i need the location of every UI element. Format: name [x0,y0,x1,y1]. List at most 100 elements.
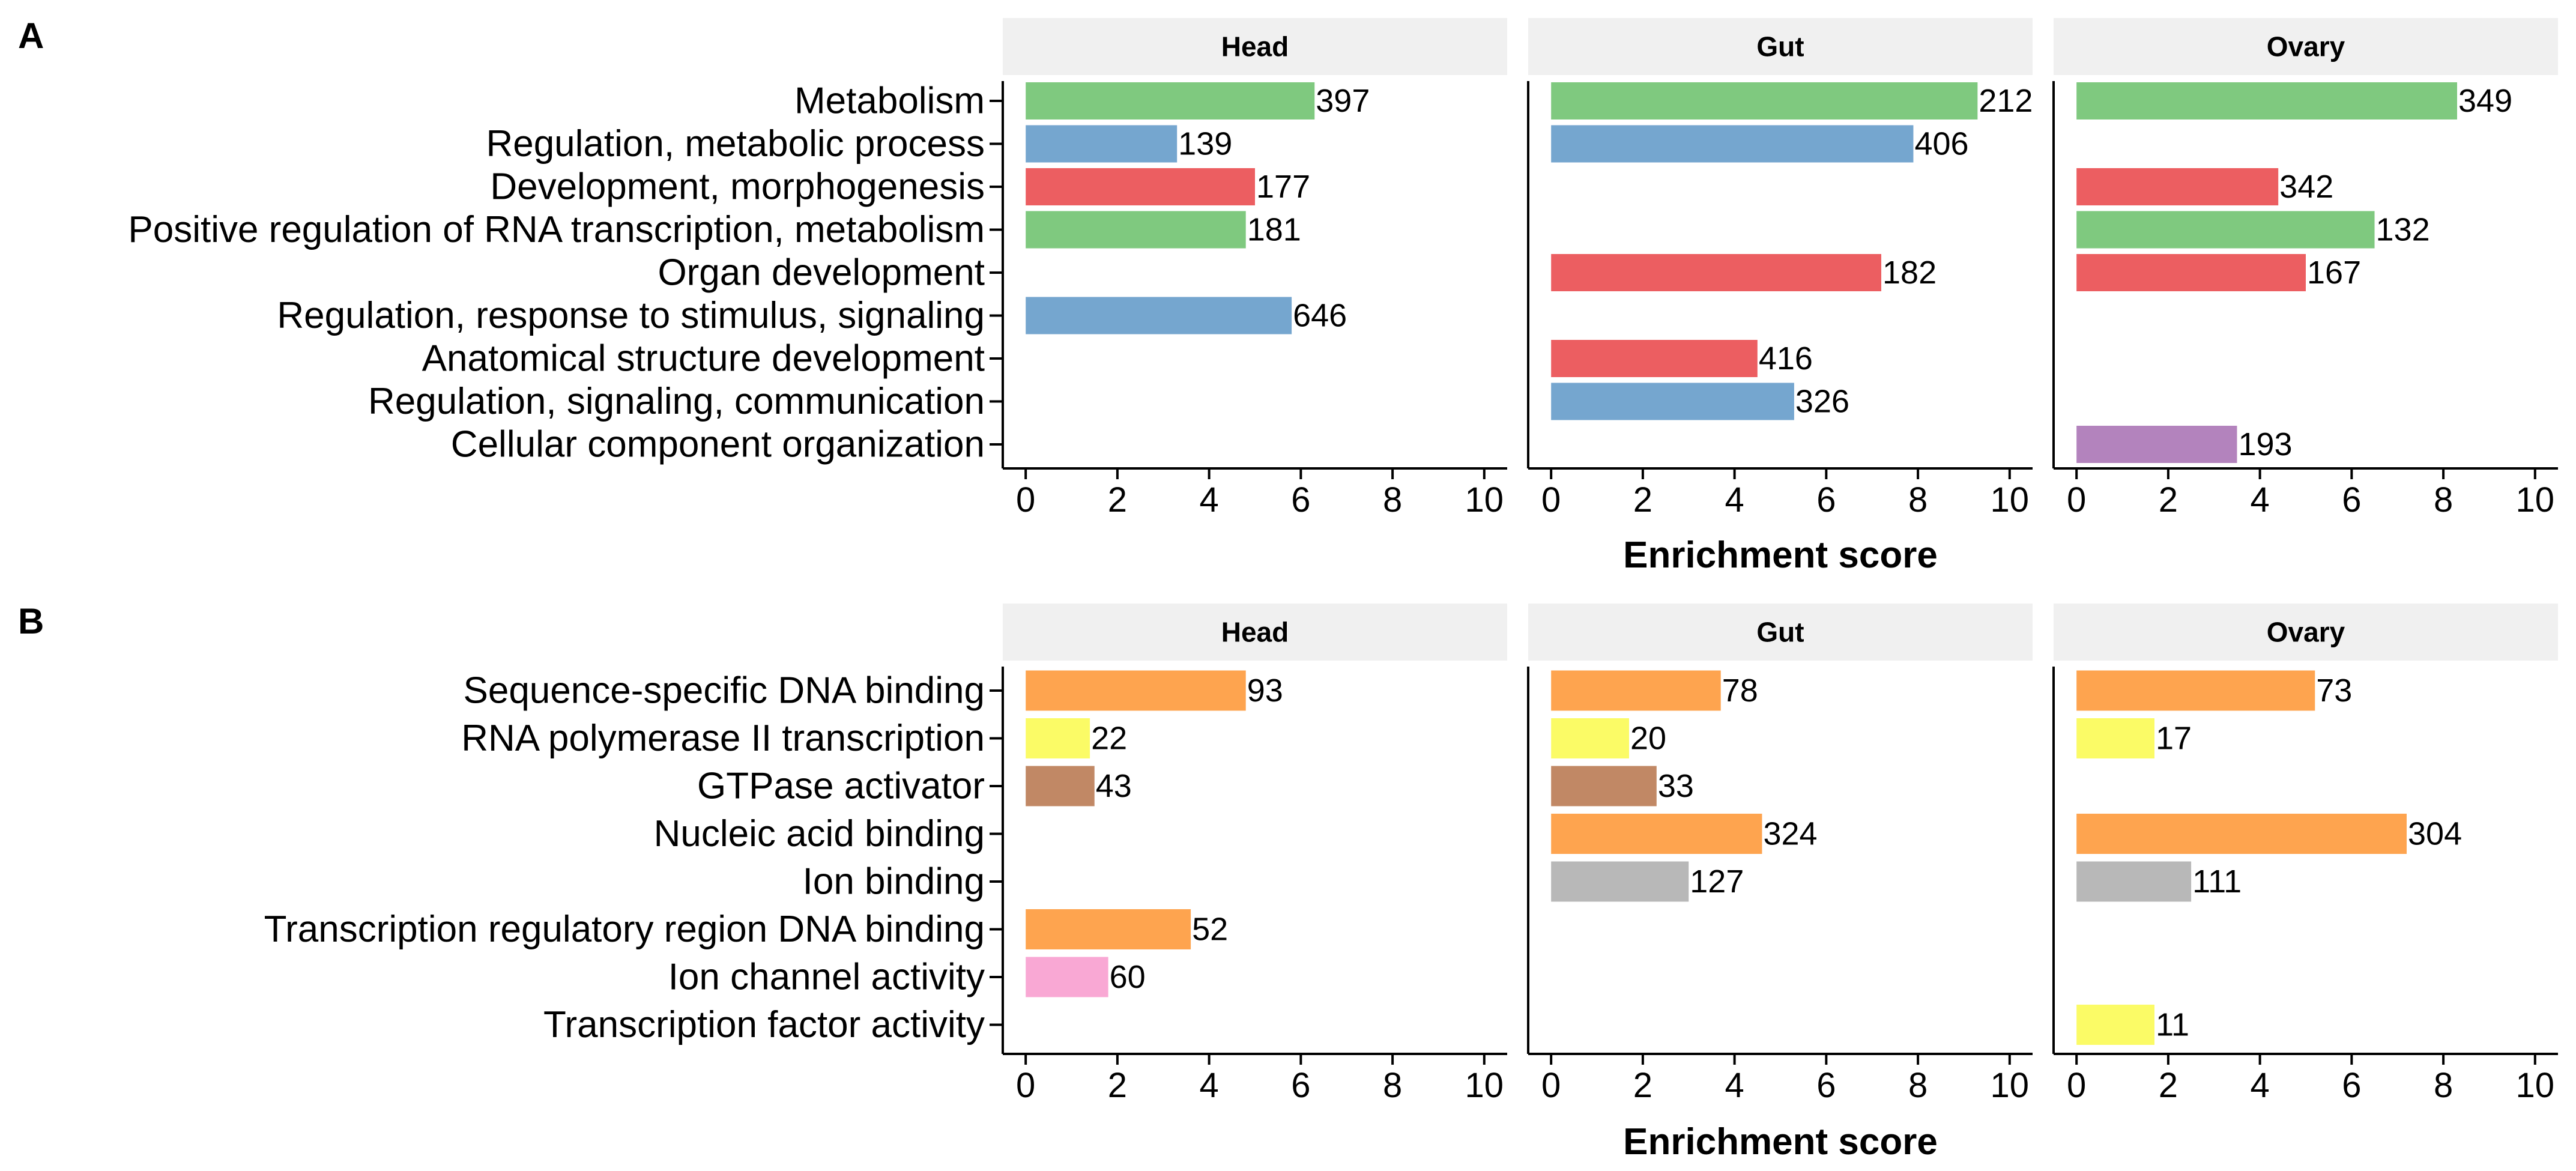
category-label: Development, morphogenesis [490,166,985,208]
category-label: Regulation, response to stimulus, signal… [277,295,985,336]
x-tick-label: 6 [1816,480,1836,519]
bar-value-label: 17 [2156,721,2192,757]
facet-strip [2054,18,2558,75]
bar [1026,766,1095,806]
bar-value-label: 212 [1979,83,2033,119]
category-label: Organ development [658,252,985,294]
bar-value-label: 167 [2307,255,2361,291]
bar [1551,670,1721,711]
facet-strip [1003,18,1507,75]
bar-value-label: 111 [2192,864,2242,900]
bar [2076,168,2279,205]
category-label: Sequence-specific DNA binding [463,670,985,712]
x-axis-title: Enrichment score [1623,534,1938,576]
bar [2076,718,2154,758]
x-tick-label: 2 [2159,480,2178,519]
bar [2076,861,2192,902]
facet-title: Ovary [2267,31,2345,62]
facet-title: Gut [1756,617,1804,648]
x-tick-label: 8 [1908,480,1927,519]
facet-title: Gut [1756,31,1804,62]
category-label: RNA polymerase II transcription [461,718,985,759]
bar-value-label: 60 [1110,959,1146,995]
bar-value-label: 416 [1759,340,1813,377]
bar [1026,168,1255,205]
facet-title: Ovary [2267,617,2345,648]
bar [2076,814,2407,854]
category-label: Transcription factor activity [543,1004,985,1045]
x-tick-label: 8 [1908,1066,1927,1105]
bar-value-label: 397 [1316,83,1370,119]
category-label: Regulation, metabolic process [486,123,985,165]
bar-value-label: 304 [2408,816,2462,852]
bar-value-label: 349 [2458,83,2512,119]
x-tick-label: 0 [2067,1066,2086,1105]
bar-value-label: 324 [1763,816,1817,852]
category-label: Ion binding [803,861,985,903]
x-tick-label: 10 [1465,1066,1504,1105]
bar [1026,82,1315,120]
category-label: Regulation, signaling, communication [368,381,985,422]
x-tick-label: 2 [1108,1066,1127,1105]
bar [2076,670,2315,711]
x-tick-label: 4 [1200,1066,1219,1105]
x-tick-label: 6 [2342,480,2361,519]
x-tick-label: 10 [2516,1066,2555,1105]
bar [1026,211,1246,249]
bar [1551,125,1914,163]
category-label: Anatomical structure development [422,338,985,380]
x-tick-label: 10 [1465,480,1504,519]
bar-value-label: 132 [2376,212,2430,248]
bar-value-label: 52 [1192,912,1228,948]
category-label: Positive regulation of RNA transcription… [128,209,985,250]
facet-strip [1003,604,1507,661]
bar [1551,254,1881,291]
bar-value-label: 127 [1690,864,1744,900]
x-tick-label: 8 [2434,480,2453,519]
bar [1551,340,1758,377]
category-label: Metabolism [794,80,985,122]
x-tick-label: 4 [1725,480,1744,519]
bar-value-label: 78 [1722,673,1758,709]
bar-value-label: 33 [1658,768,1694,804]
x-tick-label: 0 [1016,480,1035,519]
x-tick-label: 4 [1725,1066,1744,1105]
facet-strip [1528,18,2033,75]
x-axis-title: Enrichment score [1623,1121,1938,1163]
x-tick-label: 4 [2251,480,2270,519]
bar-value-label: 326 [1795,384,1849,420]
bar [1026,909,1191,949]
x-tick-label: 2 [1633,480,1652,519]
x-tick-label: 6 [1291,1066,1310,1105]
category-label: GTPase activator [697,766,985,807]
x-tick-label: 0 [1016,1066,1035,1105]
bar-value-label: 139 [1178,126,1232,162]
x-tick-label: 8 [1383,1066,1402,1105]
category-label: Cellular component organization [451,424,985,465]
x-tick-label: 8 [2434,1066,2453,1105]
bar [2076,254,2306,291]
bar [1551,861,1689,902]
x-tick-label: 10 [2516,480,2555,519]
bar-value-label: 193 [2238,426,2292,462]
bar [1551,814,1762,854]
panel-label: B [18,601,44,641]
facet-strip [2054,604,2558,661]
x-tick-label: 2 [2159,1066,2178,1105]
x-tick-label: 0 [1541,480,1561,519]
bar-value-label: 43 [1096,768,1132,804]
x-tick-label: 4 [2251,1066,2270,1105]
x-tick-label: 0 [2067,480,2086,519]
facet-title: Head [1221,617,1289,648]
category-label: Ion channel activity [668,957,985,998]
x-tick-label: 10 [1991,480,2030,519]
bar-value-label: 22 [1091,721,1127,757]
bar [1551,82,1978,120]
bar [2076,1005,2154,1045]
x-tick-label: 0 [1541,1066,1561,1105]
category-label: Nucleic acid binding [654,813,985,855]
bar [1026,125,1178,163]
x-tick-label: 10 [1991,1066,2030,1105]
x-tick-label: 6 [1291,480,1310,519]
